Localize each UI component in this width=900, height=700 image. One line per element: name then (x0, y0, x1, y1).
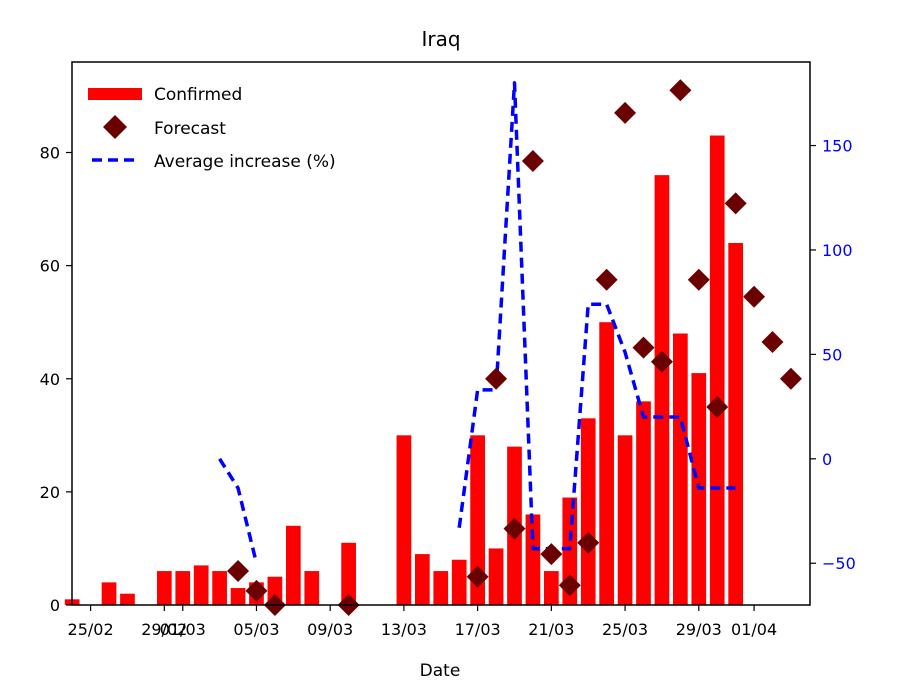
bar-confirmed (120, 593, 135, 605)
bar-confirmed (193, 565, 209, 605)
bar-confirmed (654, 175, 670, 606)
line-average-increase (457, 81, 736, 551)
legend: Confirmed Forecast Average increase (%) (88, 85, 336, 172)
marker-forecast (521, 149, 544, 172)
bar-confirmed (414, 554, 430, 605)
marker-forecast (485, 367, 508, 390)
bar-confirmed (544, 571, 559, 605)
x-tick-label: 17/03 (455, 620, 501, 639)
bar-confirmed (451, 559, 467, 605)
bar-confirmed (580, 418, 596, 605)
marker-forecast (706, 396, 729, 419)
bar-confirmed (175, 571, 191, 605)
bar-confirmed (212, 571, 227, 605)
bar-confirmed (636, 401, 651, 606)
marker-forecast (466, 565, 489, 588)
bar-confirmed (156, 571, 172, 605)
bar-confirmed (709, 135, 725, 605)
y-tick-label: 20 (40, 483, 60, 502)
x-axis-label: Date (420, 661, 461, 681)
x-tick-label: 29/02 (141, 620, 187, 639)
chart-title: Iraq (421, 27, 460, 51)
bar-confirmed (396, 435, 412, 605)
x-tick-label: 01/04 (731, 620, 777, 639)
marker-forecast (595, 268, 618, 291)
bar-confirmed (599, 322, 614, 605)
bar-confirmed (433, 571, 449, 605)
y-right-tick-label: −50 (822, 554, 856, 573)
marker-forecast (540, 543, 563, 566)
marker-forecast (743, 285, 766, 308)
marker-forecast (245, 579, 268, 602)
legend-swatch-confirmed (88, 88, 142, 100)
bar-confirmed (728, 243, 743, 605)
y-right-tick-label: 150 (822, 137, 853, 156)
line-average-increase (218, 457, 259, 564)
y-right-tick-label: 100 (822, 241, 853, 260)
marker-forecast (724, 192, 747, 215)
marker-forecast (650, 350, 673, 373)
x-tick-label: 25/02 (68, 620, 114, 639)
x-tick-label: 21/03 (528, 620, 574, 639)
bar-confirmed (101, 582, 117, 606)
x-tick-label: 05/03 (233, 620, 279, 639)
marker-forecast (632, 336, 655, 359)
marker-forecast (577, 531, 600, 554)
x-tick-label: 09/03 (307, 620, 353, 639)
y-tick-label: 0 (50, 596, 60, 615)
y-right-tick-label: 0 (822, 450, 832, 469)
marker-forecast (779, 367, 802, 390)
x-tick-label: 25/03 (602, 620, 648, 639)
bar-confirmed (341, 542, 356, 605)
y-tick-label: 60 (40, 257, 60, 276)
bar-confirmed (230, 588, 246, 605)
bar-confirmed (488, 548, 504, 605)
marker-forecast (227, 560, 250, 583)
y-tick-label: 40 (40, 370, 60, 389)
marker-forecast (669, 79, 692, 102)
y-right-tick-label: 50 (822, 345, 842, 364)
bar-confirmed (525, 514, 541, 605)
bar-confirmed (285, 525, 301, 605)
legend-label-forecast: Forecast (154, 119, 226, 139)
plot-frame (71, 61, 811, 606)
marker-forecast (687, 268, 710, 291)
marker-forecast (614, 101, 637, 124)
marker-forecast (503, 517, 526, 540)
legend-swatch-forecast (103, 115, 127, 139)
y-tick-label: 80 (40, 144, 60, 163)
marker-forecast (558, 574, 581, 597)
marker-forecast (761, 330, 784, 353)
x-tick-label: 29/03 (676, 620, 722, 639)
bar-confirmed (470, 435, 485, 605)
x-tick-label: 01/03 (160, 620, 206, 639)
bar-confirmed (304, 571, 320, 605)
bar-confirmed (673, 333, 688, 605)
legend-label-confirmed: Confirmed (154, 85, 242, 105)
bar-confirmed (617, 435, 633, 605)
legend-label-average-increase: Average increase (%) (154, 152, 336, 172)
x-tick-label: 13/03 (381, 620, 427, 639)
